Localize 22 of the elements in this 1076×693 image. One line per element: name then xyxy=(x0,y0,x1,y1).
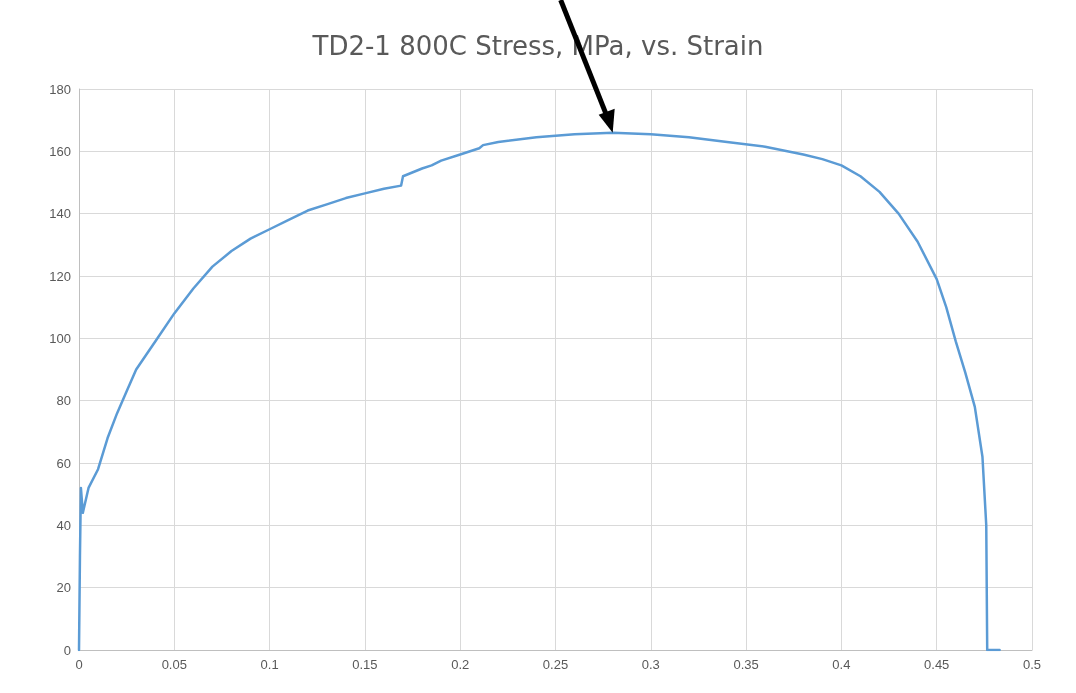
y-tick-label: 180 xyxy=(49,81,71,97)
y-tick-label: 140 xyxy=(49,206,71,222)
x-tick-label: 0.45 xyxy=(924,657,950,672)
x-tick-label: 0.4 xyxy=(832,657,851,672)
x-tick-label: 0.25 xyxy=(542,657,569,672)
y-tick-label: 120 xyxy=(49,268,71,284)
y-tick-label: 100 xyxy=(49,330,71,346)
x-tick-label: 0.3 xyxy=(641,657,660,672)
x-tick-label: 0.15 xyxy=(352,657,378,672)
y-tick-label: 40 xyxy=(56,517,71,533)
x-tick-label: 0.1 xyxy=(260,657,279,672)
y-tick-label: 80 xyxy=(56,393,71,409)
x-tick-label: 0 xyxy=(75,657,83,672)
x-tick-label: 0.2 xyxy=(451,657,470,672)
line-series xyxy=(77,131,1001,652)
x-tick-label: 0.5 xyxy=(1022,657,1042,672)
y-tick-label: 0 xyxy=(63,642,71,658)
y-tick-label: 20 xyxy=(56,580,71,596)
y-tick-label: 60 xyxy=(56,455,71,471)
y-tick-label: 160 xyxy=(49,143,71,159)
x-tick-label: 0.35 xyxy=(733,657,759,672)
x-tick-label: 0.05 xyxy=(161,657,187,672)
